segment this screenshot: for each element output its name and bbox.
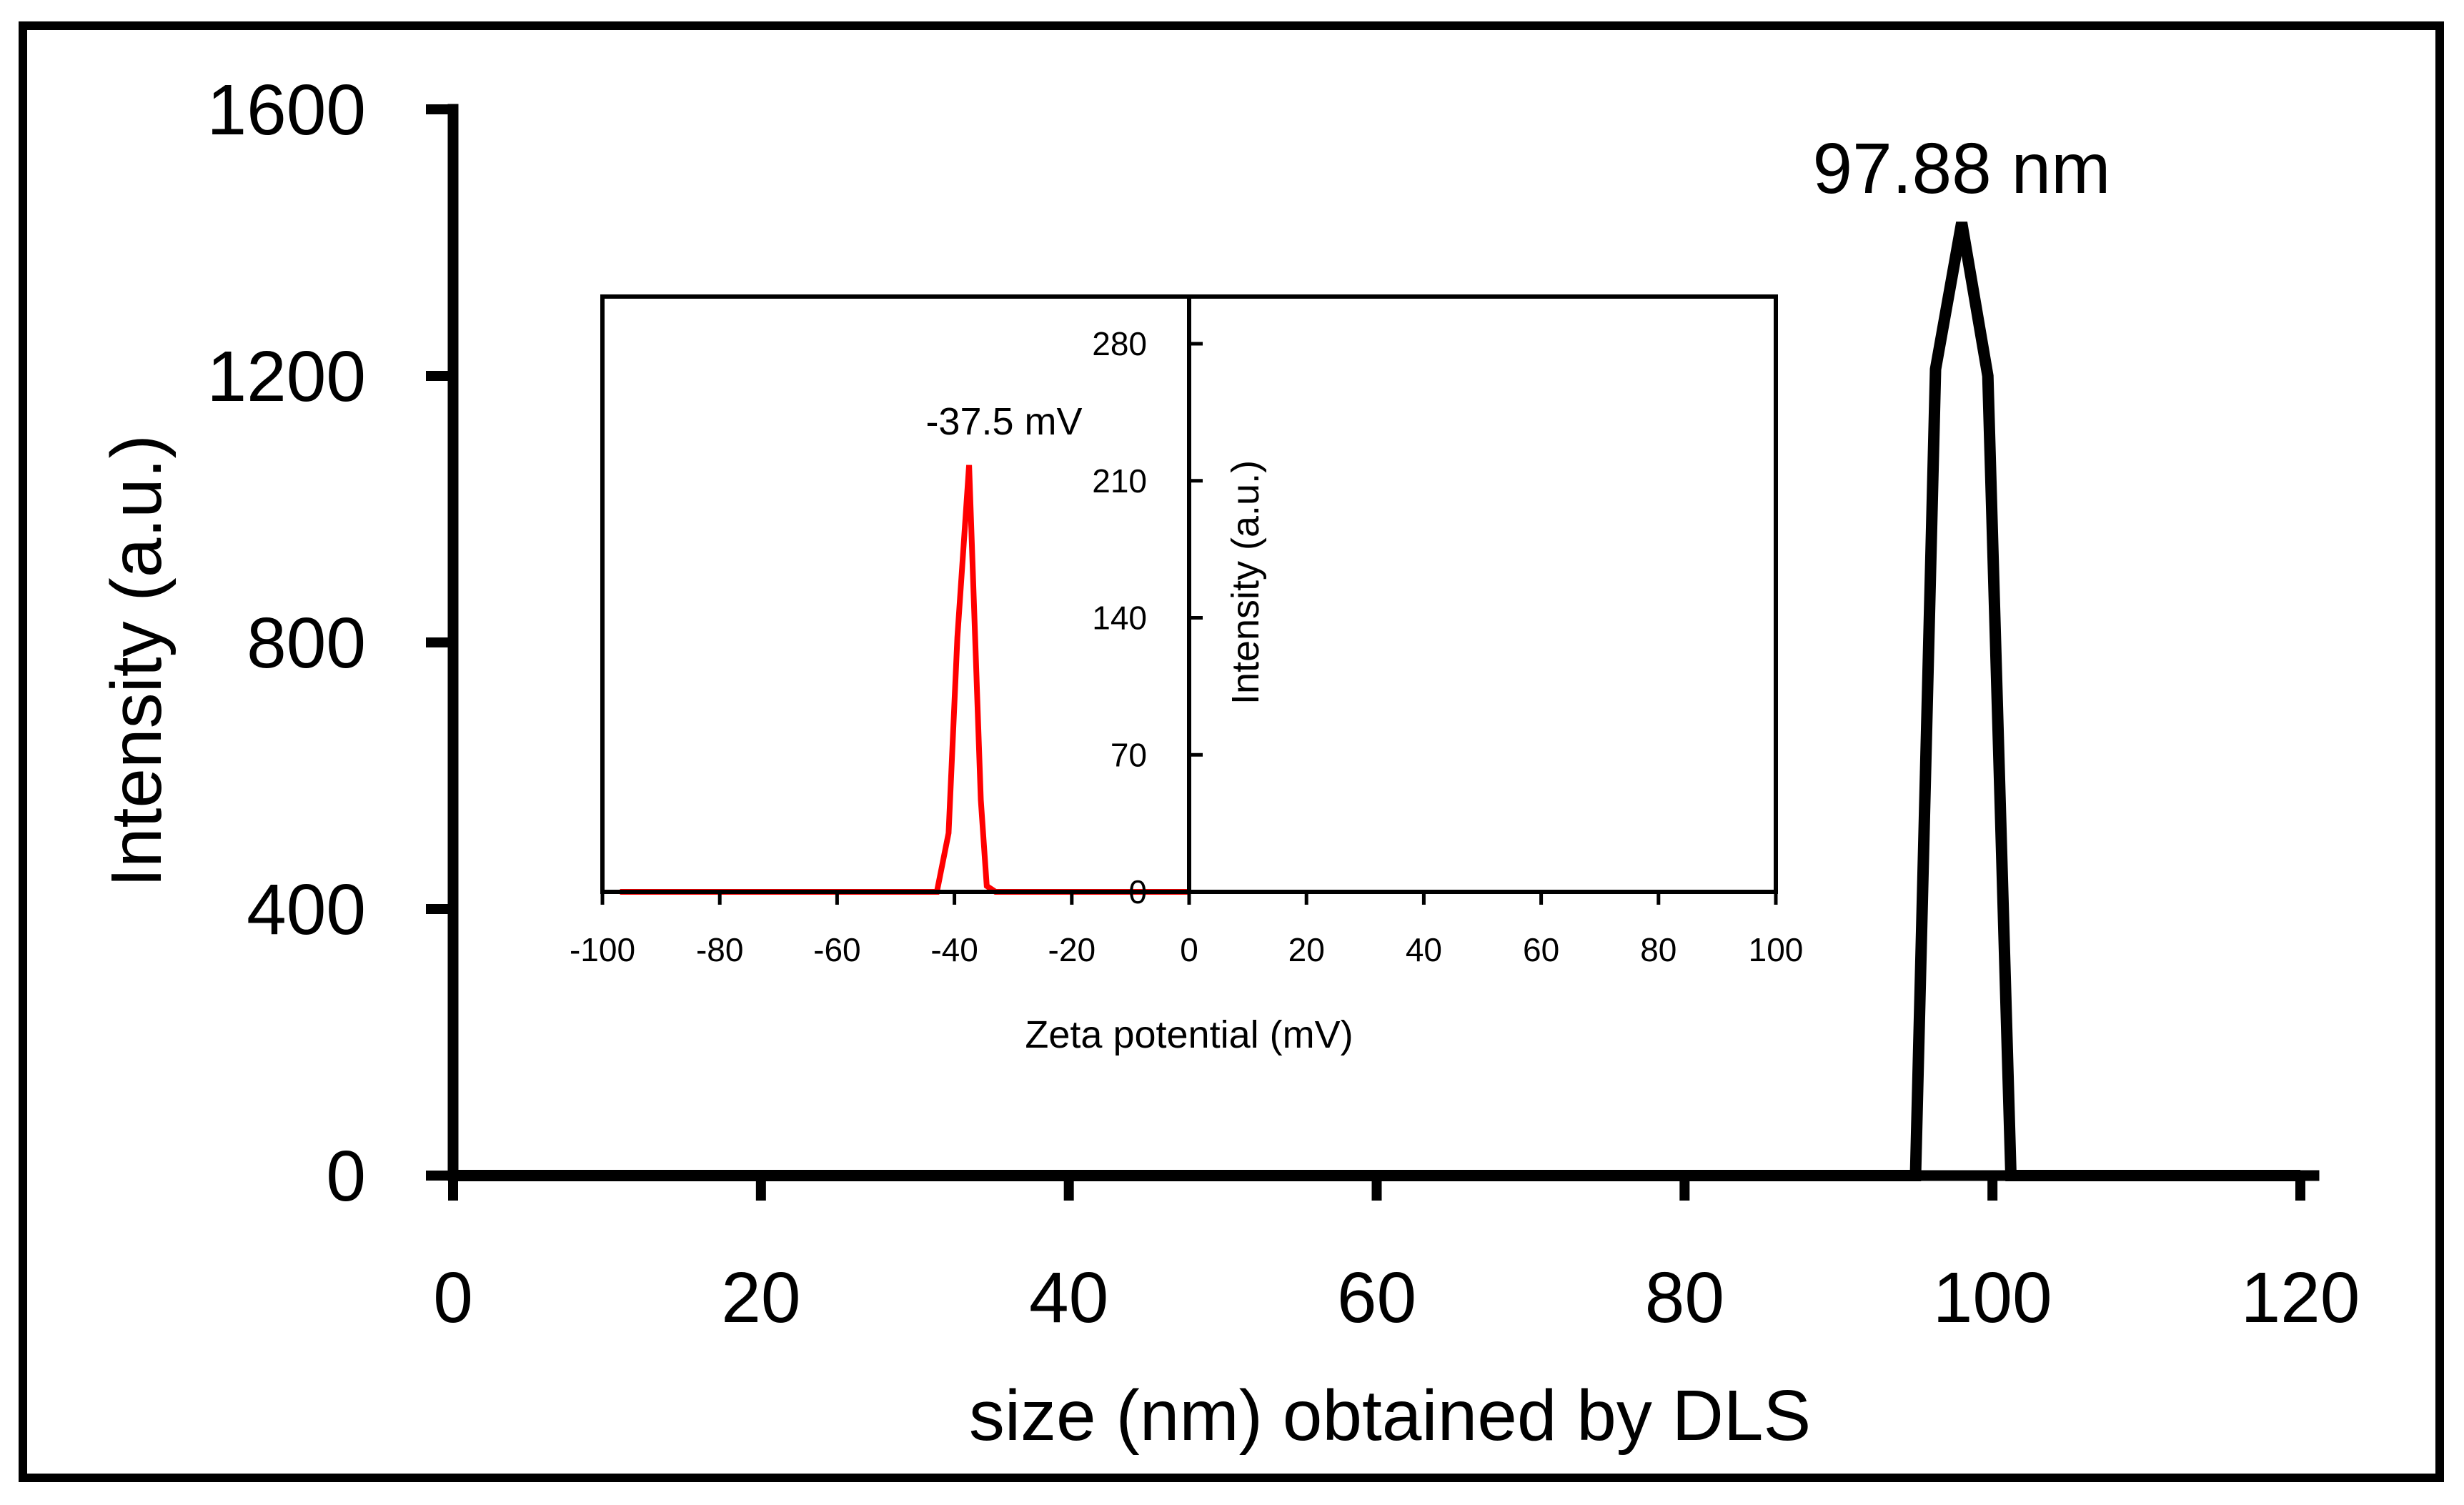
inset-x-tick-label: -40 — [930, 931, 978, 968]
inset-x-tick-label: 0 — [1180, 931, 1198, 968]
inset-x-tick-label: -100 — [570, 931, 635, 968]
inset-y-axis-title: Intensity (a.u.) — [1224, 460, 1267, 705]
inset-y-tick-label: 70 — [1111, 736, 1147, 773]
inset-x-tick-label: 20 — [1288, 931, 1325, 968]
inset-y-tick-label: 210 — [1092, 462, 1147, 500]
main-x-tick-label: 100 — [1933, 1258, 2052, 1338]
inset-chart: -100 -80 -60 -40 -20 0 20 40 60 80 100 0 70 140 210 280… — [570, 294, 1803, 1056]
main-y-tick-label: 400 — [247, 870, 366, 950]
inset-y-tick-label: 280 — [1092, 325, 1147, 362]
main-y-axis-title: Intensity (a.u.) — [96, 434, 177, 888]
inset-x-axis-title: Zeta potential (mV) — [1025, 1013, 1353, 1056]
main-x-tick-label: 60 — [1337, 1258, 1416, 1338]
inset-y-tick-label: 140 — [1092, 600, 1147, 637]
inset-tick-labels: -100 -80 -60 -40 -20 0 20 40 60 80 100 0 70 140 210 280 — [570, 325, 1803, 968]
main-peak-label: 97.88 nm — [1813, 129, 2111, 209]
main-y-tick-label: 800 — [247, 603, 366, 683]
main-x-tick-label: 80 — [1645, 1258, 1724, 1338]
main-x-tick-label: 40 — [1029, 1258, 1108, 1338]
main-y-tick-label: 0 — [326, 1136, 366, 1216]
main-x-tick-label: 120 — [2241, 1258, 2360, 1338]
main-tick-marks — [426, 104, 2305, 1201]
inset-x-tick-label: 80 — [1640, 931, 1676, 968]
inset-x-tick-label: -80 — [696, 931, 743, 968]
main-y-tick-label: 1200 — [207, 337, 366, 417]
inset-peak-label: -37.5 mV — [925, 400, 1082, 443]
main-x-axis-title: size (nm) obtained by DLS — [969, 1376, 1811, 1456]
inset-x-tick-label: 40 — [1406, 931, 1442, 968]
inset-tick-marks — [600, 342, 1778, 905]
inset-x-tick-label: -60 — [813, 931, 860, 968]
main-x-tick-label: 20 — [721, 1258, 800, 1338]
main-y-tick-label: 1600 — [207, 70, 366, 150]
inset-y-tick-label: 0 — [1128, 873, 1147, 910]
inset-x-tick-label: -20 — [1048, 931, 1096, 968]
main-x-tick-label: 0 — [433, 1258, 473, 1338]
inset-x-tick-label: 60 — [1523, 931, 1559, 968]
inset-x-tick-label: 100 — [1749, 931, 1804, 968]
